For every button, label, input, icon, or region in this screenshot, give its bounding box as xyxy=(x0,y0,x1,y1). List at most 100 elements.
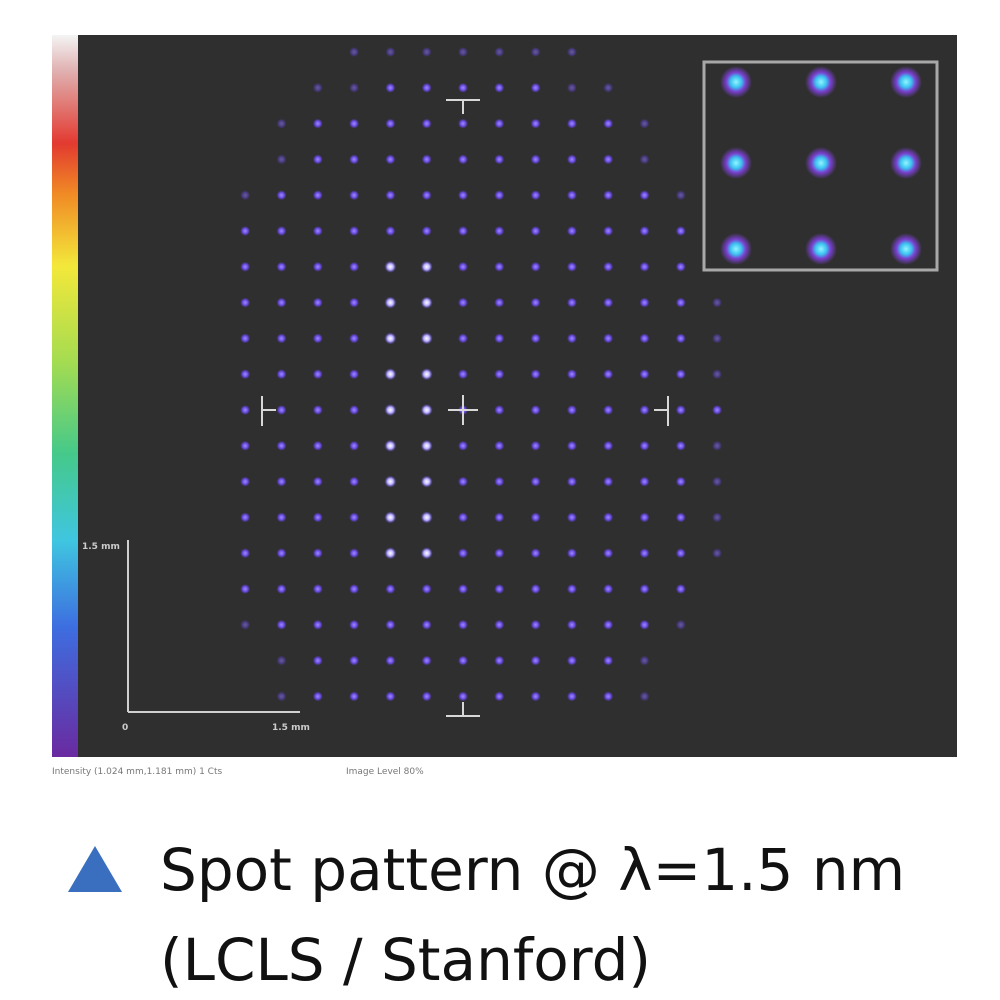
scale-label: 0 xyxy=(122,723,128,733)
spot xyxy=(675,548,686,559)
spot xyxy=(458,190,468,201)
spot xyxy=(312,226,323,236)
spot xyxy=(349,47,360,57)
spot xyxy=(349,154,360,165)
spot xyxy=(566,82,577,93)
spot xyxy=(566,440,577,451)
spot xyxy=(712,512,723,523)
spot xyxy=(494,118,505,129)
spot xyxy=(530,405,541,415)
spot xyxy=(420,511,433,524)
spot xyxy=(566,47,577,57)
spot xyxy=(421,584,432,594)
spot xyxy=(420,332,433,345)
spot xyxy=(603,512,614,523)
spot xyxy=(603,655,614,666)
spot xyxy=(349,655,360,666)
spot xyxy=(494,512,505,523)
spot xyxy=(603,548,614,559)
spot xyxy=(566,584,577,594)
spot xyxy=(494,154,505,165)
spot xyxy=(494,655,505,666)
spot xyxy=(421,47,432,57)
spot xyxy=(421,118,432,129)
spot xyxy=(312,619,323,630)
spot xyxy=(566,548,577,559)
spot xyxy=(421,226,432,236)
spot xyxy=(421,619,432,630)
spot xyxy=(349,512,360,523)
spot xyxy=(675,297,686,308)
spot xyxy=(494,297,505,308)
caption-line: Spot pattern @ λ=1.5 nm xyxy=(160,836,905,904)
spot xyxy=(312,118,323,129)
spot xyxy=(458,297,468,308)
spot xyxy=(530,118,541,129)
spot xyxy=(421,154,432,165)
spot xyxy=(530,47,541,57)
spot xyxy=(349,297,360,308)
spot xyxy=(494,405,505,415)
spot xyxy=(675,512,686,523)
spot xyxy=(603,154,614,165)
spot xyxy=(530,584,541,594)
spot xyxy=(349,476,360,487)
spot xyxy=(720,66,752,98)
spot xyxy=(639,333,650,344)
spot xyxy=(240,512,251,523)
spot xyxy=(276,369,287,380)
spot xyxy=(494,691,505,702)
spot xyxy=(494,476,505,487)
spot xyxy=(603,440,614,451)
spot xyxy=(720,233,752,265)
spot xyxy=(720,147,752,179)
spot xyxy=(494,47,505,57)
spot xyxy=(530,154,541,165)
spot xyxy=(712,369,723,380)
spot xyxy=(312,369,323,380)
spot xyxy=(566,512,577,523)
spot xyxy=(458,47,468,57)
spot xyxy=(349,190,360,201)
spot xyxy=(890,233,922,265)
spot xyxy=(603,584,614,594)
spot xyxy=(312,261,323,272)
spot xyxy=(420,296,433,309)
bullet-triangle xyxy=(68,846,122,892)
spot xyxy=(566,261,577,272)
spot xyxy=(384,511,397,524)
spot xyxy=(385,584,396,594)
spot xyxy=(530,333,541,344)
spot xyxy=(421,655,432,666)
spot xyxy=(639,297,650,308)
spot xyxy=(384,296,397,309)
spot xyxy=(712,297,723,308)
spot xyxy=(530,82,541,93)
spot xyxy=(240,297,251,308)
spot xyxy=(276,405,287,415)
spot xyxy=(240,333,251,344)
spot xyxy=(240,476,251,487)
spot xyxy=(458,369,468,380)
spot xyxy=(276,118,287,129)
spot xyxy=(458,548,468,559)
spot xyxy=(639,548,650,559)
spot xyxy=(805,233,837,265)
spot xyxy=(240,619,251,630)
spot xyxy=(458,584,468,594)
spot xyxy=(458,655,468,666)
spot xyxy=(384,404,397,416)
spot xyxy=(420,547,433,560)
spot xyxy=(675,369,686,380)
spot xyxy=(494,333,505,344)
spot xyxy=(603,369,614,380)
spot xyxy=(276,297,287,308)
scale-label: 1.5 mm xyxy=(82,542,120,552)
spot xyxy=(530,440,541,451)
spot xyxy=(639,691,650,702)
spot xyxy=(421,691,432,702)
spot xyxy=(639,619,650,630)
spot xyxy=(639,476,650,487)
